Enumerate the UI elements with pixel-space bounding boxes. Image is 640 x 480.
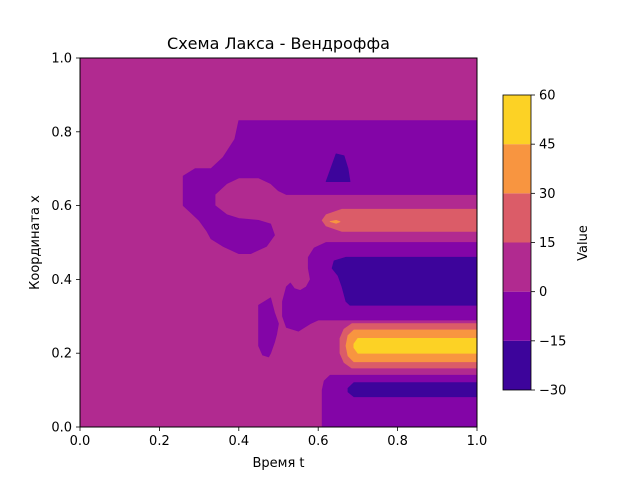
- contour-region-0: [182, 120, 478, 255]
- colorbar-tick-label-0: −30: [539, 384, 566, 399]
- plot-area: [79, 57, 478, 428]
- colorbar-tick-label-2: 0: [539, 285, 547, 300]
- y-tick-label-0: 0.0: [51, 421, 72, 436]
- y-tick-label-3: 0.6: [51, 199, 72, 214]
- y-tick-label-1: 0.2: [51, 347, 72, 362]
- colorbar-label: Value: [576, 225, 591, 261]
- colorbar-band-4: [503, 144, 531, 194]
- y-tick-label-2: 0.4: [51, 273, 72, 288]
- y-tick-label-5: 1.0: [51, 52, 72, 67]
- colorbar: −30 −15 0 15 30 45 60: [502, 89, 566, 399]
- x-axis: 0.0 0.2 0.4 0.6 0.8 1.0: [70, 427, 488, 449]
- y-axis-label: Координата x: [28, 195, 43, 290]
- colorbar-band-1: [503, 291, 531, 341]
- colorbar-band-2: [503, 242, 531, 292]
- x-tick-label-0: 0.0: [70, 434, 91, 449]
- colorbar-tick-label-1: −15: [539, 334, 566, 349]
- y-tick-label-4: 0.8: [51, 125, 72, 140]
- x-tick-label-4: 0.8: [387, 434, 408, 449]
- colorbar-band-3: [503, 193, 531, 243]
- contour-region-11: [347, 382, 478, 398]
- contour-region-5: [331, 256, 478, 306]
- plot-frame: [79, 57, 478, 428]
- x-tick-label-1: 0.2: [149, 434, 170, 449]
- contour-region-6: [258, 297, 279, 358]
- colorbar-band-5: [503, 95, 531, 145]
- x-tick-label-5: 1.0: [467, 434, 488, 449]
- colorbar-tick-label-6: 60: [539, 89, 556, 104]
- x-axis-label: Время t: [252, 456, 304, 471]
- colorbar-tick-label-4: 30: [539, 187, 556, 202]
- colorbar-tick-label-3: 15: [539, 236, 556, 251]
- x-tick-label-3: 0.6: [308, 434, 329, 449]
- contour-region-2: [321, 208, 478, 232]
- contour-region-9: [353, 337, 478, 354]
- y-axis: 0.0 0.2 0.4 0.6 0.8 1.0: [51, 52, 80, 436]
- chart-title: Схема Лакса - Вендроффа: [167, 34, 390, 53]
- x-tick-label-2: 0.4: [228, 434, 249, 449]
- colorbar-band-0: [503, 340, 531, 390]
- contour-region-3: [329, 219, 341, 224]
- contour-region-1: [325, 153, 351, 183]
- colorbar-tick-label-5: 45: [539, 138, 556, 153]
